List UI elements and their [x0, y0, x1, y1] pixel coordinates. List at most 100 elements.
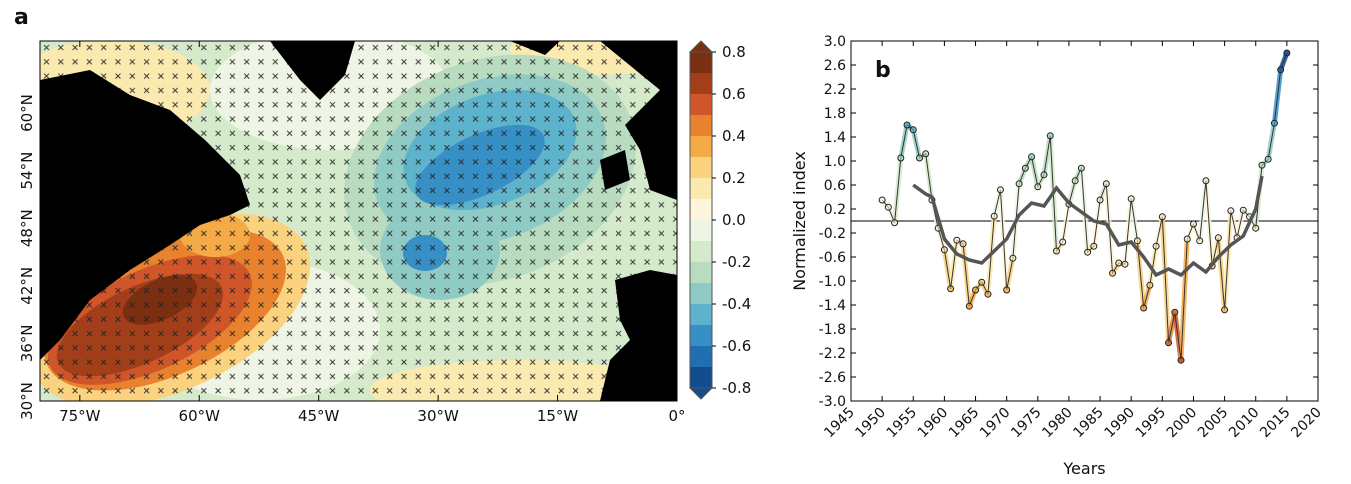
- colorbar-band: [690, 283, 712, 305]
- index-point: [959, 240, 967, 248]
- x-tick-label: 15°W: [537, 407, 579, 425]
- index-point: [1077, 164, 1085, 172]
- colorbar-tick-label: -0.2: [722, 253, 751, 271]
- colorbar-tick-label: 0.6: [722, 85, 746, 103]
- index-point: [1102, 180, 1110, 188]
- y-tick-label: 2.2: [824, 82, 846, 98]
- x-tick-label: 1990: [1102, 405, 1139, 442]
- colorbar-tick-label: -0.6: [722, 337, 751, 355]
- colorbar: 0.8 0.6 0.4 0.2 0.0 -0.2 -0.4 -0.6 -0.8: [688, 40, 751, 400]
- index-point: [1046, 132, 1054, 140]
- index-point: [1021, 164, 1029, 172]
- x-tick-label: 60°W: [179, 407, 221, 425]
- x-axis-label: Years: [1062, 459, 1105, 478]
- map-axes: 75°W 60°W 45°W 30°W 15°W 0° 30°N 36°N 42°N 48°N 54…: [18, 41, 686, 425]
- colorbar-band: [690, 73, 712, 95]
- index-point: [1165, 339, 1173, 347]
- index-point: [1003, 286, 1011, 294]
- y-tick-label: 36°N: [18, 324, 36, 362]
- y-tick-label: 3.0: [824, 34, 846, 50]
- index-point: [1040, 171, 1048, 179]
- y-tick-label: 0.2: [824, 202, 846, 218]
- panel-label: b: [875, 58, 891, 83]
- y-tick-label: -1.8: [819, 322, 846, 338]
- y-tick-label: -2.6: [819, 370, 846, 386]
- y-tick-label: -2.2: [819, 346, 846, 362]
- colorbar-band: [690, 178, 712, 200]
- index-point: [1146, 281, 1154, 289]
- index-point: [1283, 49, 1291, 57]
- index-point: [891, 219, 899, 227]
- y-tick-label: -0.2: [819, 226, 846, 242]
- colorbar-band: [690, 220, 712, 242]
- index-point: [1133, 237, 1141, 245]
- index-point: [984, 290, 992, 298]
- colorbar-tick-label: -0.4: [722, 295, 751, 313]
- index-point: [947, 285, 955, 293]
- x-tick-label: 2005: [1195, 405, 1232, 442]
- colorbar-band: [690, 94, 712, 116]
- x-tick-label: 30°W: [417, 407, 459, 425]
- index-point: [965, 302, 973, 310]
- colorbar-band: [690, 367, 712, 389]
- colorbar-band: [690, 136, 712, 158]
- index-point: [1071, 177, 1079, 185]
- y-axis-label: Normalized index: [790, 151, 809, 291]
- colorbar-band: [690, 241, 712, 263]
- y-tick-label: -1.4: [819, 298, 846, 314]
- y-tick-label: 42°N: [18, 267, 36, 305]
- y-tick-label: 2.6: [824, 58, 846, 74]
- y-tick-label: 30°N: [18, 382, 36, 420]
- index-point: [1015, 180, 1023, 188]
- index-point: [1115, 259, 1123, 267]
- index-point: [1140, 304, 1148, 312]
- index-point: [903, 121, 911, 129]
- x-tick-label: 1980: [1039, 405, 1076, 442]
- x-tick-label: 2020: [1288, 405, 1325, 442]
- index-point: [972, 286, 980, 294]
- index-point: [878, 196, 886, 204]
- colorbar-band: [690, 325, 712, 347]
- index-point: [1183, 235, 1191, 243]
- x-tick-label: 1975: [1008, 405, 1045, 442]
- index-point: [1202, 177, 1210, 185]
- index-point: [915, 154, 923, 162]
- index-point: [1121, 260, 1129, 268]
- index-point: [1258, 161, 1266, 169]
- x-tick-label: 2010: [1226, 405, 1263, 442]
- index-point: [996, 186, 1004, 194]
- colorbar-tick-label: -0.8: [722, 379, 751, 397]
- x-tick-label: 2015: [1257, 405, 1294, 442]
- colorbar-tick-label: 0.8: [722, 43, 746, 61]
- index-point: [1171, 308, 1179, 316]
- index-point: [1052, 247, 1060, 255]
- colorbar-band: [690, 304, 712, 326]
- index-point: [1096, 196, 1104, 204]
- colorbar-band: [690, 199, 712, 221]
- index-point: [1196, 237, 1204, 245]
- x-tick-label: 1970: [977, 405, 1014, 442]
- index-point: [1127, 195, 1135, 203]
- x-tick-label: 45°W: [298, 407, 340, 425]
- index-point: [990, 212, 998, 220]
- colorbar-band: [690, 52, 712, 74]
- x-tick-label: 1965: [946, 405, 983, 442]
- index-point: [1090, 242, 1098, 250]
- index-point: [1221, 306, 1229, 314]
- index-point: [940, 246, 948, 254]
- index-point: [1189, 220, 1197, 228]
- index-point: [1239, 206, 1247, 214]
- index-point: [909, 126, 917, 134]
- x-tick-label: 0°: [668, 407, 685, 425]
- index-point: [1270, 119, 1278, 127]
- x-tick-label: 1985: [1070, 405, 1107, 442]
- y-tick-label: 1.4: [824, 130, 846, 146]
- colorbar-extend: [688, 40, 714, 53]
- x-tick-label: 1955: [884, 405, 921, 442]
- index-point: [897, 154, 905, 162]
- map: [40, 41, 677, 401]
- index-point: [1028, 153, 1036, 161]
- index-point: [884, 203, 892, 211]
- index-point: [1177, 356, 1185, 364]
- index-point: [1059, 238, 1067, 246]
